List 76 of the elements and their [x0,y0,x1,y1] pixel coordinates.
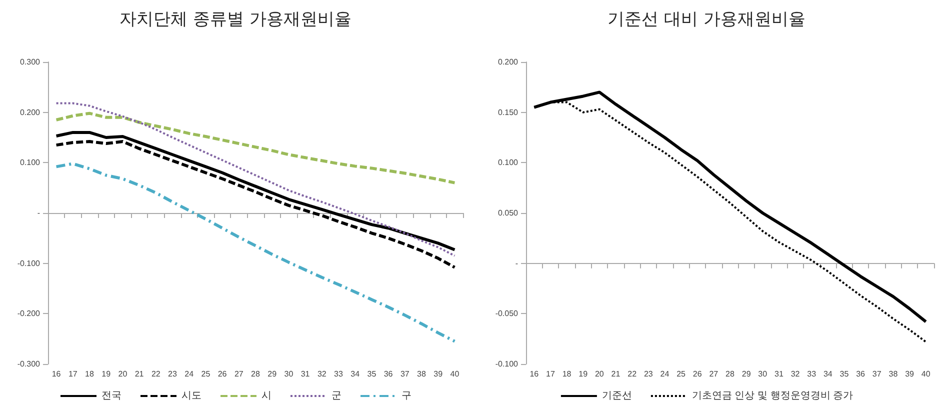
legend-label: 시도 [182,390,202,402]
x-tick-label: 33 [334,370,344,378]
y-tick-label: -0.200 [17,309,41,318]
x-tick-label: 37 [872,370,882,378]
x-tick-label: 36 [384,370,394,378]
x-tick-label: 26 [692,370,702,378]
x-tick-label: 25 [676,370,686,378]
x-tick-label: 26 [218,370,228,378]
legend-label: 구 [402,390,412,402]
x-tick-label: 38 [888,370,898,378]
x-tick-label: 25 [201,370,211,378]
legend-label: 시 [262,390,272,402]
x-tick-label: 24 [660,370,670,378]
x-tick-label: 39 [434,370,444,378]
x-tick-label: 20 [594,370,604,378]
x-tick-label: 31 [300,370,310,378]
x-tick-label: 34 [823,370,833,378]
x-tick-label: 34 [350,370,360,378]
x-tick-label: 23 [168,370,178,378]
x-tick-label: 33 [807,370,817,378]
x-tick-label: 21 [134,370,144,378]
y-tick-label: -0.300 [17,360,41,368]
x-tick-label: 32 [790,370,800,378]
x-tick-label: 20 [118,370,128,378]
x-tick-label: 40 [450,370,460,378]
x-tick-label: 35 [367,370,377,378]
y-tick-label: 0.200 [498,58,519,66]
y-tick-label: 0.150 [498,108,519,117]
x-tick-label: 30 [758,370,768,378]
y-tick-label: 0.300 [20,58,41,66]
y-tick-label: -0.100 [495,360,519,368]
x-tick-label: 29 [268,370,278,378]
legend-label: 전국 [102,390,122,402]
x-tick-label: 29 [742,370,752,378]
x-tick-label: 40 [921,370,931,378]
y-tick-label: 0.100 [20,158,41,168]
x-tick-label: 24 [184,370,194,378]
x-tick-label: 16 [52,370,62,378]
y-tick-label: - [37,208,40,218]
x-tick-label: 18 [562,370,572,378]
y-tick-label: -0.050 [495,309,519,318]
x-tick-label: 32 [317,370,327,378]
x-tick-label: 36 [856,370,866,378]
x-tick-label: 38 [417,370,426,378]
chart-title: 기준선 대비 가용재원비율 [608,10,806,30]
x-tick-label: 35 [840,370,850,378]
x-tick-label: 28 [726,370,735,378]
x-tick-label: 27 [709,370,719,378]
y-tick-label: -0.100 [17,258,41,268]
x-tick-label: 19 [102,370,112,378]
chart-title: 자치단체 종류별 가용재원비율 [120,10,352,30]
y-tick-label: 0.200 [20,108,41,117]
x-tick-label: 28 [251,370,260,378]
x-tick-label: 16 [530,370,540,378]
line-series [54,162,456,343]
x-tick-label: 19 [578,370,588,378]
x-tick-label: 23 [644,370,654,378]
legend-label: 기초연금 인상 및 행정운영경비 증가 [692,390,854,402]
x-tick-label: 17 [546,370,556,378]
x-tick-label: 37 [400,370,410,378]
line-series [54,112,456,184]
x-tick-label: 30 [284,370,294,378]
line-series [55,102,456,257]
x-tick-label: 17 [68,370,78,378]
x-tick-label: 22 [628,370,638,378]
x-tick-label: 22 [151,370,161,378]
y-tick-label: 0.100 [498,158,519,168]
legend-label: 기준선 [602,390,632,402]
x-tick-label: 21 [611,370,621,378]
y-tick-label: 0.050 [498,208,519,218]
x-tick-label: 27 [234,370,244,378]
x-tick-label: 31 [774,370,784,378]
x-tick-label: 18 [85,370,94,378]
x-tick-label: 39 [905,370,915,378]
y-tick-label: - [515,258,518,268]
legend-label: 군 [332,390,342,402]
